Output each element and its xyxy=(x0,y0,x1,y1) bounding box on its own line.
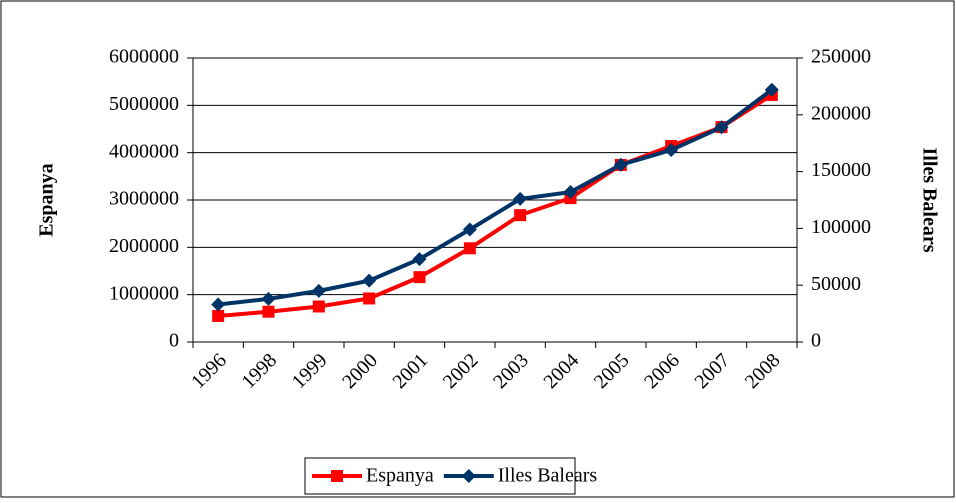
y-axis-label: Espanya xyxy=(36,163,58,236)
y-tick-label: 3000000 xyxy=(109,188,179,210)
legend-marker xyxy=(331,470,343,482)
y-tick-label: 1000000 xyxy=(109,282,179,304)
y-tick-label: 4000000 xyxy=(109,140,179,162)
marker xyxy=(363,292,376,305)
y2-tick-label: 50000 xyxy=(811,273,861,295)
marker xyxy=(212,309,225,322)
y-tick-label: 2000000 xyxy=(109,235,179,257)
marker xyxy=(211,297,226,312)
marker xyxy=(312,300,325,313)
marker xyxy=(714,120,729,135)
marker xyxy=(514,209,527,222)
marker xyxy=(463,242,476,255)
series-line xyxy=(217,93,773,318)
y2-axis-label: Illes Balears xyxy=(918,148,940,253)
marker xyxy=(261,291,276,306)
marker xyxy=(362,273,377,288)
marker xyxy=(513,191,528,206)
y-tick-label: 6000000 xyxy=(109,46,179,68)
marker xyxy=(262,305,275,318)
marker xyxy=(311,283,326,298)
y-tick-label: 0 xyxy=(169,330,179,352)
y-tick-label: 5000000 xyxy=(109,93,179,115)
y2-tick-label: 250000 xyxy=(811,46,871,68)
marker xyxy=(412,252,427,267)
y2-tick-label: 0 xyxy=(811,330,821,352)
y2-tick-label: 200000 xyxy=(811,102,871,124)
legend-label: Espanya xyxy=(366,465,434,487)
marker xyxy=(462,222,477,237)
series-line xyxy=(217,88,774,307)
legend-marker xyxy=(461,469,476,483)
y2-tick-label: 150000 xyxy=(811,159,871,181)
marker xyxy=(764,82,779,97)
marker xyxy=(664,143,679,158)
legend-label: Illes Balears xyxy=(498,465,598,487)
marker xyxy=(413,271,426,284)
marker xyxy=(613,157,628,172)
y2-tick-label: 100000 xyxy=(811,216,871,238)
marker xyxy=(563,185,578,200)
